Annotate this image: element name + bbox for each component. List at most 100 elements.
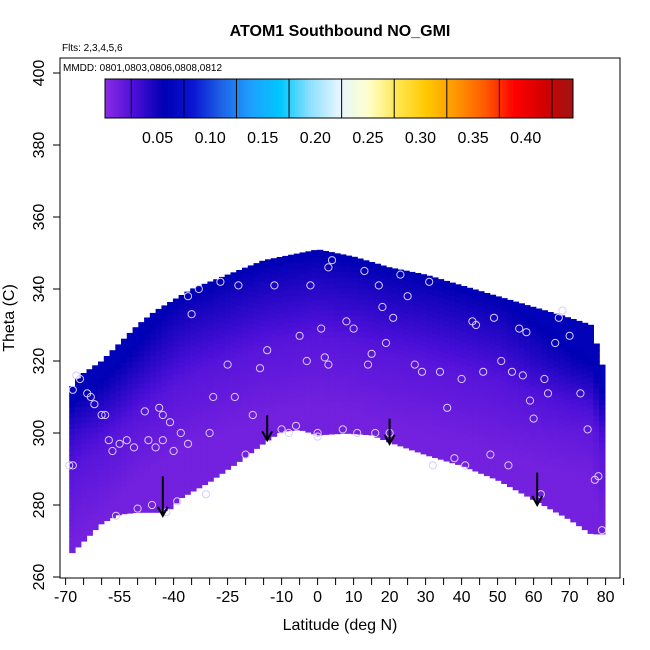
heatmap-cell xyxy=(581,437,589,444)
heatmap-cell xyxy=(334,406,341,413)
heatmap-cell xyxy=(270,306,278,313)
heatmap-cell xyxy=(265,407,272,414)
heatmap-cell xyxy=(391,287,399,294)
tropopause-arrow xyxy=(383,418,396,446)
heatmap-cell xyxy=(121,454,128,461)
heatmap-cell xyxy=(311,320,318,327)
heatmap-cell xyxy=(426,444,433,451)
heatmap-cell xyxy=(92,399,99,406)
heatmap-cell xyxy=(276,340,283,347)
heatmap-cell xyxy=(374,350,381,357)
heatmap-cell xyxy=(213,298,220,305)
heatmap-cell xyxy=(478,386,485,393)
observation-point xyxy=(396,270,405,279)
heatmap-cell xyxy=(599,431,606,438)
colorbar-segment xyxy=(313,79,316,118)
heatmap-cell xyxy=(92,405,99,412)
heatmap-cell xyxy=(518,384,525,391)
heatmap-cell xyxy=(80,438,88,445)
heatmap-cell xyxy=(322,412,329,419)
heatmap-cell xyxy=(132,393,139,400)
colorbar-segment xyxy=(411,79,415,118)
heatmap-cell xyxy=(437,340,445,347)
heatmap-cell xyxy=(253,313,260,320)
heatmap-cell xyxy=(576,412,583,419)
heatmap-cell xyxy=(253,442,260,449)
heatmap-cell xyxy=(426,320,433,327)
heatmap-cell xyxy=(466,436,473,443)
heatmap-cell xyxy=(334,412,341,418)
heatmap-cell xyxy=(98,410,105,417)
heatmap-cell xyxy=(213,369,220,376)
heatmap-cell xyxy=(351,417,358,424)
heatmap-cell xyxy=(570,381,577,388)
heatmap-cell xyxy=(414,322,422,329)
heatmap-cell xyxy=(518,347,525,354)
heatmap-cell xyxy=(247,274,255,281)
colorbar-segment xyxy=(531,79,535,118)
heatmap-cell xyxy=(466,403,473,410)
heatmap-cell xyxy=(472,406,479,413)
heatmap-cell xyxy=(219,311,226,318)
heatmap-cell xyxy=(219,343,226,350)
heatmap-cell xyxy=(483,345,491,352)
heatmap-cell xyxy=(311,271,318,278)
heatmap-cell xyxy=(276,389,283,396)
heatmap-cell xyxy=(161,472,168,479)
heatmap-cell xyxy=(564,415,571,422)
heatmap-cell xyxy=(570,478,577,485)
heatmap-cell xyxy=(149,334,157,340)
heatmap-cell xyxy=(593,490,600,497)
heatmap-cell xyxy=(478,300,485,307)
heatmap-cell xyxy=(270,301,278,308)
heatmap-cell xyxy=(386,306,393,313)
heatmap-cell xyxy=(363,294,370,300)
heatmap-cell xyxy=(593,436,600,443)
heatmap-cell xyxy=(553,452,560,459)
heatmap-cell xyxy=(466,425,473,432)
heatmap-cell xyxy=(316,337,324,344)
heatmap-cell xyxy=(455,394,462,401)
heatmap-cell xyxy=(236,310,243,317)
heatmap-cell xyxy=(219,451,226,458)
heatmap-cell xyxy=(599,425,606,432)
heatmap-cell xyxy=(299,376,306,383)
heatmap-cell xyxy=(587,392,594,399)
heatmap-cell xyxy=(414,295,422,302)
colorbar-segment xyxy=(359,79,363,118)
heatmap-cell xyxy=(587,387,594,394)
heatmap-cell xyxy=(155,377,162,384)
heatmap-cell xyxy=(190,312,197,319)
observation-point xyxy=(230,392,239,402)
heatmap-cell xyxy=(109,409,116,416)
heatmap-cell xyxy=(190,382,197,389)
heatmap-cell xyxy=(288,327,295,334)
heatmap-cell xyxy=(103,407,111,414)
heatmap-cell xyxy=(432,365,439,372)
heatmap-cell xyxy=(103,461,111,468)
heatmap-cell xyxy=(443,298,450,305)
heatmap-cell xyxy=(115,374,122,381)
heatmap-cell xyxy=(115,358,122,365)
heatmap-cell xyxy=(190,377,197,384)
colorbar-segment xyxy=(206,79,210,118)
heatmap-cell xyxy=(247,420,255,427)
heatmap-cell xyxy=(380,412,387,419)
heatmap-cell xyxy=(426,439,433,446)
heatmap-cell xyxy=(593,517,600,524)
heatmap-cell xyxy=(293,354,301,361)
heatmap-cell xyxy=(230,287,237,294)
heatmap-cell xyxy=(472,362,479,369)
heatmap-cell xyxy=(253,383,260,390)
x-tick-label: 50 xyxy=(489,589,507,606)
heatmap-cell xyxy=(242,429,249,436)
heatmap-cell xyxy=(172,378,180,385)
heatmap-cell xyxy=(230,357,237,364)
heatmap-cell xyxy=(547,346,554,353)
heatmap-cell xyxy=(576,396,583,402)
heatmap-cell xyxy=(553,468,560,475)
heatmap-cell xyxy=(69,395,76,402)
heatmap-cell xyxy=(92,426,99,433)
heatmap-cell xyxy=(547,465,554,472)
heatmap-cell xyxy=(293,327,301,334)
